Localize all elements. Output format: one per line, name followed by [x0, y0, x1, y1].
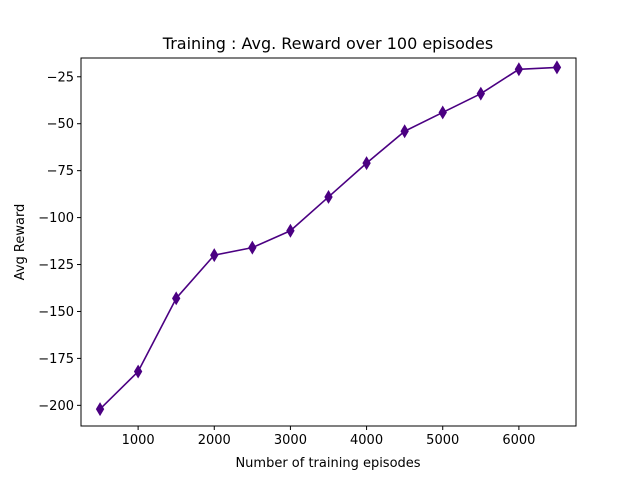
y-axis-ticks: −200 −175 −150 −125 −100 −75 −50 −25 — [38, 70, 81, 414]
y-tick-label: −150 — [38, 305, 74, 320]
x-tick-label: 3000 — [274, 433, 307, 448]
data-point-marker — [438, 105, 447, 120]
data-point-marker — [476, 86, 485, 101]
y-tick-label: −200 — [38, 399, 74, 414]
y-tick-label: −25 — [47, 70, 74, 85]
y-tick-label: −175 — [38, 352, 74, 367]
data-point-marker — [95, 402, 105, 417]
y-tick-label: −75 — [47, 164, 74, 179]
x-tick-label: 4000 — [350, 433, 383, 448]
data-point-marker — [400, 124, 409, 139]
x-tick-label: 1000 — [122, 433, 155, 448]
chart-title: Training : Avg. Reward over 100 episodes — [162, 34, 493, 53]
data-point-marker — [324, 189, 333, 204]
plot-frame — [80, 57, 577, 427]
data-point-marker — [552, 60, 562, 75]
data-point-marker — [514, 62, 524, 77]
data-point-marker — [362, 156, 371, 171]
x-axis-ticks: 1000 2000 3000 4000 5000 6000 — [122, 426, 535, 448]
y-tick-label: −50 — [47, 117, 74, 132]
x-tick-label: 5000 — [426, 433, 459, 448]
x-axis-label: Number of training episodes — [235, 456, 420, 471]
data-point-marker — [172, 291, 181, 306]
x-tick-label: 6000 — [502, 433, 535, 448]
plot-area — [81, 58, 576, 426]
data-point-marker — [286, 223, 295, 238]
data-point-marker — [133, 364, 143, 379]
data-point-marker — [248, 240, 257, 255]
marker-layer — [95, 60, 562, 417]
y-axis-label: Avg Reward — [13, 204, 28, 281]
y-tick-label: −100 — [38, 211, 74, 226]
y-tick-label: −125 — [38, 258, 74, 273]
x-tick-label: 2000 — [198, 433, 231, 448]
data-point-marker — [210, 248, 219, 263]
